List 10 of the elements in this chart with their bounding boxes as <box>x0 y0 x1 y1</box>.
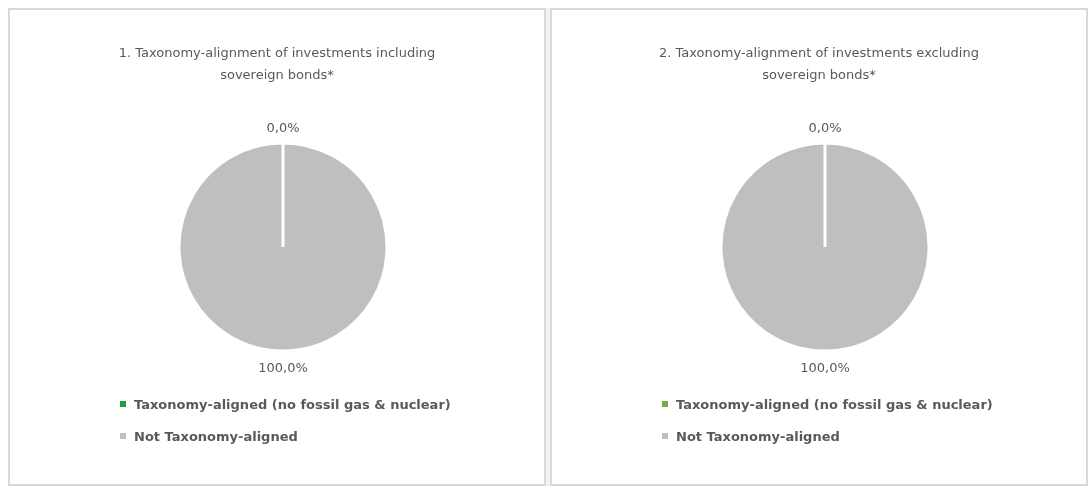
legend-label: Taxonomy-aligned (no fossil gas & nuclear) <box>676 396 993 412</box>
chart-title: 2. Taxonomy-alignment of investments excluding sovereign bonds* <box>658 44 980 84</box>
legend-label: Not Taxonomy-aligned <box>134 428 298 444</box>
data-label: 100,0% <box>258 359 308 375</box>
text: 0,0% <box>266 119 300 135</box>
data-label: 100,0% <box>800 359 850 375</box>
text: 0,0% <box>808 119 842 135</box>
chart-title: 1. Taxonomy-alignment of investments including sovereign bonds* <box>117 44 437 84</box>
legend-label: Not Taxonomy-aligned <box>676 428 840 444</box>
legend-label: Taxonomy-aligned (no fossil gas & nuclear) <box>134 396 451 412</box>
